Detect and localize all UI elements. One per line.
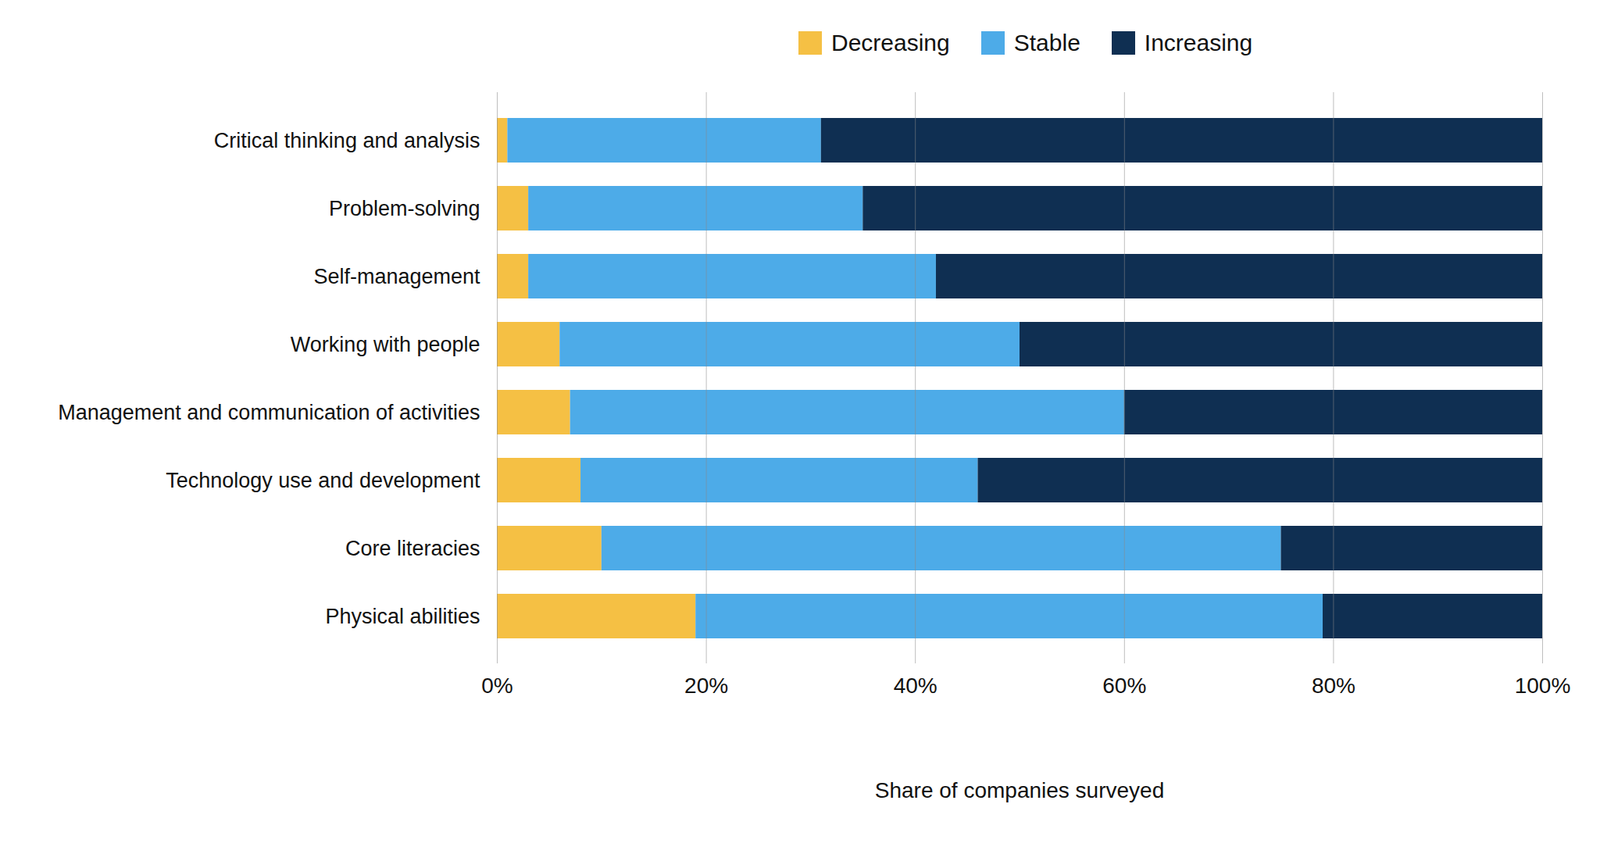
svg-text:40%: 40% xyxy=(893,673,938,698)
svg-text:Technology use and development: Technology use and development xyxy=(165,468,481,493)
svg-text:20%: 20% xyxy=(684,673,729,698)
svg-text:Core literacies: Core literacies xyxy=(345,536,481,561)
html-text:Decreasing: Decreasing xyxy=(831,29,950,56)
svg-text:Physical abilities: Physical abilities xyxy=(325,604,480,629)
svg-text:80%: 80% xyxy=(1311,673,1356,698)
html-text:Stable: Stable xyxy=(1013,29,1081,56)
svg-text:60%: 60% xyxy=(1102,673,1147,698)
svg-text:100%: 100% xyxy=(1514,673,1572,698)
svg-text:Critical thinking and analysis: Critical thinking and analysis xyxy=(214,128,481,153)
svg-text:Self-management: Self-management xyxy=(313,264,481,289)
html-text:Increasing: Increasing xyxy=(1144,29,1253,56)
svg-text:Management and communication o: Management and communication of activiti… xyxy=(57,400,480,425)
svg-text:0%: 0% xyxy=(481,673,513,698)
svg-text:Problem-solving: Problem-solving xyxy=(328,196,481,221)
svg-text:Working with people: Working with people xyxy=(290,332,481,357)
html-text:Share of companies surveyed: Share of companies surveyed xyxy=(874,778,1165,803)
